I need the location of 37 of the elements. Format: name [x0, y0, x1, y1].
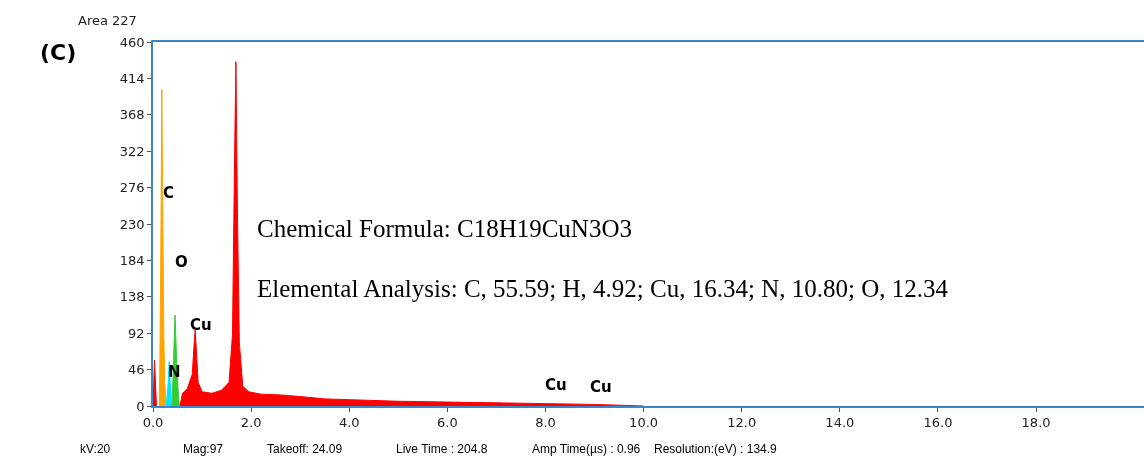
text: Resolution:(eV) : 134.9	[654, 442, 778, 456]
text: Mag:97	[183, 442, 224, 456]
text: Takeoff: 24.09	[267, 442, 343, 456]
y-tick-label: 322	[119, 143, 145, 159]
y-tick-label: 368	[119, 107, 145, 123]
annotation: Cu	[190, 316, 212, 334]
annotation: O	[175, 253, 188, 271]
text: Live Time : 204.8	[396, 442, 488, 456]
x-tick-label: 8.0	[535, 415, 556, 431]
x-tick-label: 12.0	[727, 415, 757, 431]
annotation: Chemical Formula: C18H19CuN3O3	[257, 215, 632, 242]
y-tick-label: 0	[136, 398, 145, 414]
annotation: C	[163, 184, 175, 202]
y-tick-label: 414	[119, 70, 145, 86]
x-tick-label: 4.0	[338, 415, 360, 431]
x-tick-label: 2.0	[240, 415, 262, 431]
x-tick-label: 10.0	[629, 415, 659, 431]
y-tick-label: 92	[128, 325, 145, 341]
text: (C)	[40, 40, 77, 65]
y-tick-label: 46	[128, 362, 145, 378]
text: kV:20	[80, 442, 111, 456]
annotation: Elemental Analysis: C, 55.59; H, 4.92; Cu, 16.34; N, 10.80; O, 12.34	[257, 275, 949, 302]
chart-title: Area 227	[78, 12, 137, 28]
x-tick-label: 18.0	[1021, 415, 1051, 431]
x-tick-label: 6.0	[437, 415, 458, 431]
x-tick-label: 0.0	[142, 415, 164, 431]
y-tick-label: 230	[119, 216, 145, 232]
x-tick-label: 16.0	[923, 415, 953, 431]
annotation: N	[168, 363, 181, 381]
annotation: Cu	[545, 376, 567, 394]
x-tick-label: 14.0	[825, 415, 855, 431]
y-tick-label: 460	[119, 34, 145, 50]
text: Amp Time(µs) : 0.96	[532, 442, 641, 456]
y-tick-label: 138	[119, 289, 145, 305]
y-tick-label: 276	[119, 180, 145, 196]
y-tick-label: 184	[119, 252, 145, 268]
annotation: Cu	[590, 378, 612, 396]
